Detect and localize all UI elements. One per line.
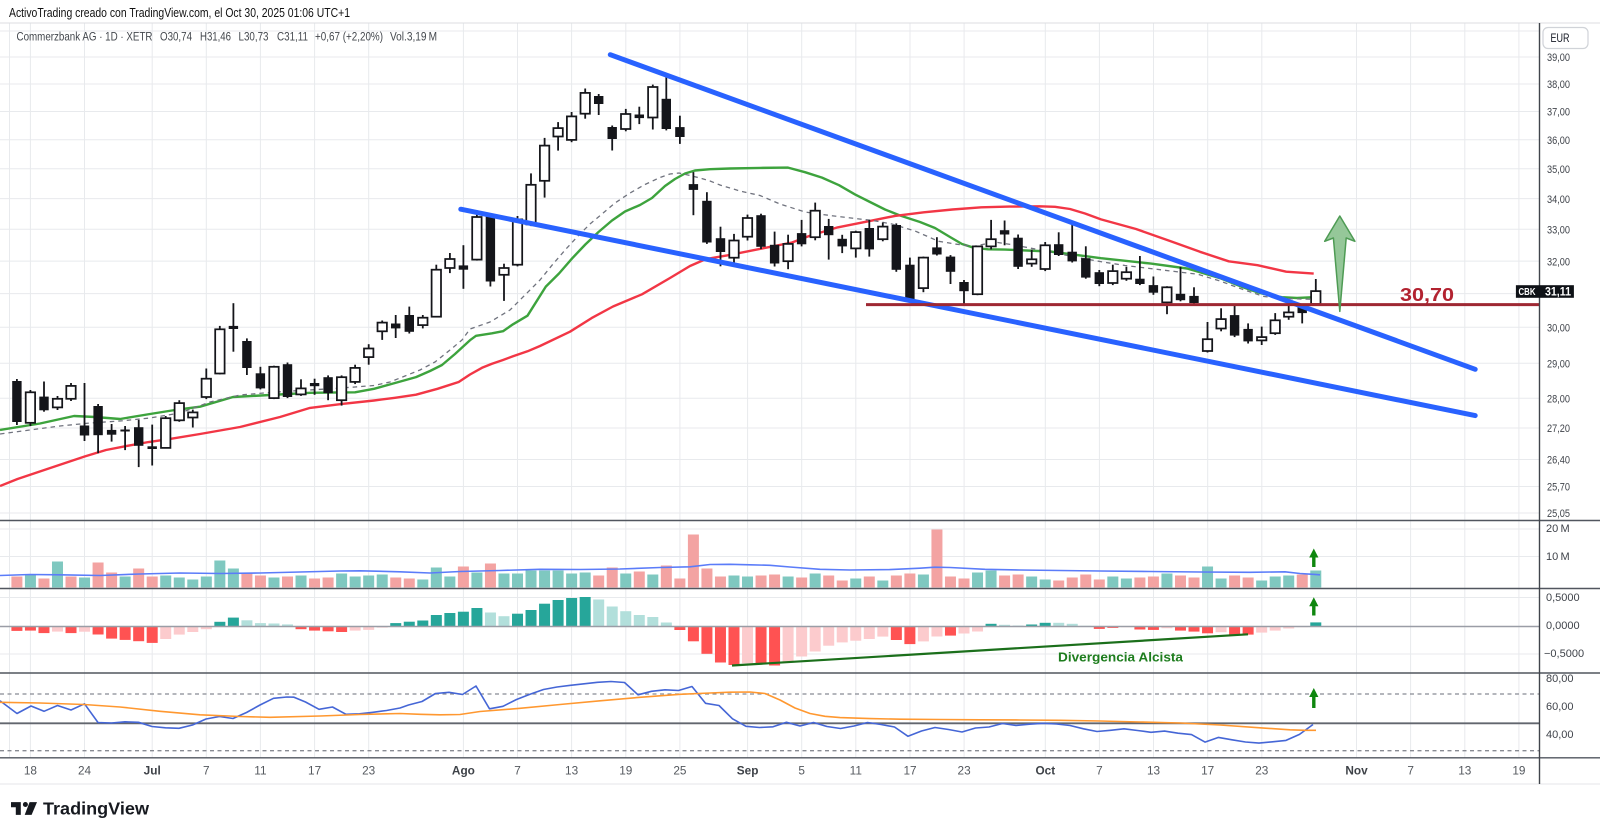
- svg-text:24: 24: [78, 764, 92, 778]
- svg-text:−0,5000: −0,5000: [1544, 648, 1584, 660]
- svg-text:23: 23: [958, 764, 972, 778]
- svg-text:30,00: 30,00: [1547, 323, 1570, 335]
- svg-text:40,00: 40,00: [1546, 729, 1574, 741]
- svg-text:7: 7: [1407, 764, 1414, 778]
- svg-text:20 M: 20 M: [1546, 523, 1570, 535]
- svg-text:O30,74: O30,74: [160, 30, 192, 44]
- svg-text:39,00: 39,00: [1547, 52, 1570, 64]
- svg-text:TradingView: TradingView: [43, 799, 149, 819]
- svg-text:Commerzbank AG · 1D · XETR: Commerzbank AG · 1D · XETR: [17, 30, 153, 44]
- svg-text:Ago: Ago: [452, 764, 475, 778]
- svg-text:28,00: 28,00: [1547, 393, 1570, 405]
- svg-text:L30,73: L30,73: [239, 30, 269, 44]
- svg-text:23: 23: [1255, 764, 1269, 778]
- svg-text:13: 13: [1147, 764, 1161, 778]
- svg-text:80,00: 80,00: [1546, 673, 1574, 685]
- svg-text:25: 25: [673, 764, 687, 778]
- svg-text:60,00: 60,00: [1546, 701, 1574, 713]
- svg-text:30,70: 30,70: [1400, 284, 1454, 305]
- svg-text:23: 23: [362, 764, 376, 778]
- svg-text:34,00: 34,00: [1547, 194, 1570, 206]
- svg-text:7: 7: [514, 764, 521, 778]
- svg-text:17: 17: [903, 764, 916, 778]
- svg-text:31,11: 31,11: [1545, 287, 1572, 299]
- svg-text:26,40: 26,40: [1547, 455, 1570, 467]
- svg-text:Divergencia Alcista: Divergencia Alcista: [1058, 651, 1184, 665]
- svg-text:33,00: 33,00: [1547, 225, 1570, 237]
- svg-text:18: 18: [24, 764, 38, 778]
- svg-text:5: 5: [798, 764, 805, 778]
- svg-text:Oct: Oct: [1035, 764, 1055, 778]
- svg-text:25,70: 25,70: [1547, 482, 1570, 494]
- svg-text:27,20: 27,20: [1547, 423, 1570, 435]
- svg-text:10 M: 10 M: [1546, 551, 1570, 563]
- svg-text:EUR: EUR: [1551, 33, 1570, 45]
- svg-text:Jul: Jul: [144, 764, 161, 778]
- svg-text:7: 7: [1096, 764, 1103, 778]
- svg-text:19: 19: [619, 764, 632, 778]
- svg-text:Nov: Nov: [1345, 764, 1368, 778]
- svg-text:17: 17: [1201, 764, 1214, 778]
- svg-text:36,00: 36,00: [1547, 135, 1570, 147]
- svg-text:H31,46: H31,46: [200, 30, 231, 44]
- svg-text:Sep: Sep: [737, 764, 759, 778]
- svg-text:29,00: 29,00: [1547, 358, 1570, 370]
- svg-text:7: 7: [203, 764, 210, 778]
- svg-text:Vol.3,19 M: Vol.3,19 M: [390, 30, 437, 44]
- svg-text:13: 13: [1458, 764, 1472, 778]
- svg-text:25,05: 25,05: [1547, 508, 1570, 520]
- svg-text:CBK: CBK: [1519, 287, 1537, 298]
- svg-text:11: 11: [850, 764, 862, 778]
- svg-text:0,0000: 0,0000: [1546, 620, 1580, 632]
- svg-text:13: 13: [565, 764, 579, 778]
- svg-text:ActivoTrading creado con Tradi: ActivoTrading creado con TradingView.com…: [9, 5, 350, 20]
- svg-text:37,00: 37,00: [1547, 107, 1570, 119]
- svg-text:C31,11: C31,11: [277, 30, 308, 44]
- svg-text:38,00: 38,00: [1547, 79, 1570, 91]
- svg-text:35,00: 35,00: [1547, 164, 1570, 176]
- svg-text:11: 11: [254, 764, 266, 778]
- svg-text:0,5000: 0,5000: [1546, 592, 1580, 604]
- svg-text:17: 17: [308, 764, 321, 778]
- svg-text:+0,67 (+2,20%): +0,67 (+2,20%): [315, 30, 383, 44]
- svg-text:19: 19: [1512, 764, 1525, 778]
- svg-text:32,00: 32,00: [1547, 256, 1570, 268]
